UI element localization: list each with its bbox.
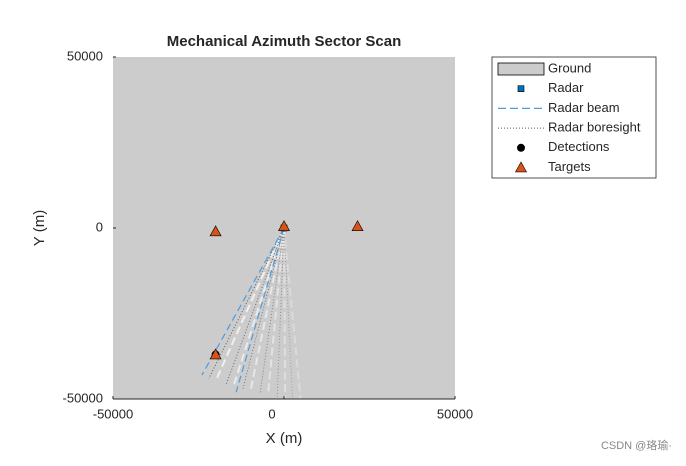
chart-title: Mechanical Azimuth Sector Scan bbox=[167, 33, 402, 50]
plot-area bbox=[112, 56, 456, 400]
boresight bbox=[208, 227, 285, 379]
x-tick-label: 0 bbox=[268, 406, 275, 421]
beam-history bbox=[249, 227, 285, 389]
beam-history bbox=[283, 227, 287, 398]
legend-label: Ground bbox=[548, 60, 591, 75]
beam-history bbox=[283, 227, 302, 399]
watermark: CSDN @珞瑜· bbox=[601, 438, 672, 452]
legend-label: Targets bbox=[548, 159, 591, 174]
legend: Ground Radar Radar beam Radar boresight Dete… bbox=[491, 56, 657, 179]
legend-label: Radar beam bbox=[548, 100, 620, 115]
legend-swatch bbox=[517, 85, 525, 92]
legend-swatch bbox=[497, 62, 545, 76]
beam-history bbox=[215, 227, 285, 379]
boresight bbox=[276, 227, 285, 398]
legend-label: Radar boresight bbox=[548, 120, 641, 135]
target bbox=[209, 348, 222, 360]
x-tick-label: 50000 bbox=[437, 406, 473, 421]
beam-history bbox=[232, 227, 285, 386]
radar-beam bbox=[235, 227, 285, 393]
target bbox=[351, 220, 364, 231]
legend-box bbox=[491, 56, 657, 179]
beam-history bbox=[267, 227, 285, 394]
legend-swatch bbox=[514, 161, 528, 173]
legend-label: Radar bbox=[548, 80, 584, 95]
legend-swatch bbox=[517, 143, 525, 152]
y-tick-label: -50000 bbox=[63, 390, 103, 405]
legend-label: Detections bbox=[548, 139, 610, 154]
y-tick-label: 50000 bbox=[67, 48, 103, 63]
target bbox=[277, 220, 291, 231]
radar-beam bbox=[201, 227, 285, 376]
boresight bbox=[225, 227, 285, 386]
boresight bbox=[259, 227, 285, 394]
boresight bbox=[242, 227, 285, 389]
x-axis-label: X (m) bbox=[266, 430, 303, 447]
y-tick-label: 0 bbox=[96, 219, 103, 234]
y-axis-label: Y (m) bbox=[31, 210, 48, 246]
x-tick-label: -50000 bbox=[93, 406, 133, 421]
target bbox=[209, 225, 222, 237]
